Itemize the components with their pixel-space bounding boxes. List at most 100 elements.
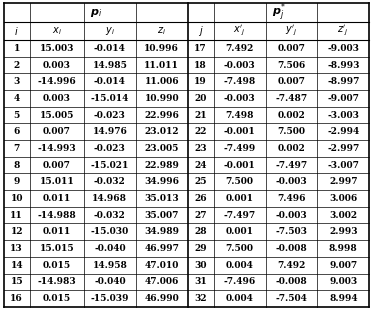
Text: 20: 20 bbox=[194, 94, 207, 103]
Text: 14.985: 14.985 bbox=[93, 60, 127, 69]
Text: 14.968: 14.968 bbox=[93, 194, 127, 203]
Text: -0.001: -0.001 bbox=[224, 161, 256, 170]
Text: -0.014: -0.014 bbox=[94, 77, 126, 86]
Text: 3.006: 3.006 bbox=[329, 194, 357, 203]
Text: -15.039: -15.039 bbox=[91, 294, 129, 303]
Text: 12: 12 bbox=[10, 227, 23, 236]
Text: -0.003: -0.003 bbox=[224, 60, 256, 69]
Text: 5: 5 bbox=[13, 111, 20, 120]
Text: -0.003: -0.003 bbox=[224, 94, 256, 103]
Text: 32: 32 bbox=[194, 294, 207, 303]
Text: -0.003: -0.003 bbox=[276, 211, 307, 220]
Text: 0.001: 0.001 bbox=[226, 194, 254, 203]
Text: 9.003: 9.003 bbox=[329, 277, 357, 286]
Text: -9.003: -9.003 bbox=[327, 44, 359, 53]
Text: 23.012: 23.012 bbox=[144, 127, 179, 136]
Text: -2.994: -2.994 bbox=[327, 127, 360, 136]
Text: 27: 27 bbox=[194, 211, 207, 220]
Text: 47.006: 47.006 bbox=[145, 277, 179, 286]
Text: 16: 16 bbox=[10, 294, 23, 303]
Text: 10: 10 bbox=[10, 194, 23, 203]
Text: 0.011: 0.011 bbox=[43, 227, 71, 236]
Text: 17: 17 bbox=[194, 44, 207, 53]
Text: 0.007: 0.007 bbox=[278, 77, 305, 86]
Text: 8: 8 bbox=[13, 161, 20, 170]
Text: -0.008: -0.008 bbox=[276, 277, 307, 286]
Text: 0.004: 0.004 bbox=[226, 261, 254, 270]
Text: 34.996: 34.996 bbox=[144, 177, 179, 186]
Text: 9.007: 9.007 bbox=[329, 261, 357, 270]
Text: 14: 14 bbox=[10, 261, 23, 270]
Text: -15.021: -15.021 bbox=[91, 161, 129, 170]
Text: 11.011: 11.011 bbox=[144, 60, 179, 69]
Text: -0.001: -0.001 bbox=[224, 127, 256, 136]
Text: -0.032: -0.032 bbox=[94, 177, 126, 186]
Text: 22.989: 22.989 bbox=[144, 161, 179, 170]
Text: -14.996: -14.996 bbox=[37, 77, 76, 86]
Text: 23: 23 bbox=[194, 144, 207, 153]
Text: 15.015: 15.015 bbox=[40, 244, 74, 253]
Text: 15: 15 bbox=[10, 277, 23, 286]
Text: -7.487: -7.487 bbox=[275, 94, 307, 103]
Text: 9: 9 bbox=[13, 177, 20, 186]
Text: -15.030: -15.030 bbox=[91, 227, 129, 236]
Text: 15.011: 15.011 bbox=[40, 177, 74, 186]
Text: -8.997: -8.997 bbox=[327, 77, 360, 86]
Text: 30: 30 bbox=[194, 261, 207, 270]
Text: $i$: $i$ bbox=[15, 25, 19, 37]
Text: -0.040: -0.040 bbox=[94, 244, 126, 253]
Text: -7.498: -7.498 bbox=[223, 77, 256, 86]
Text: 7.500: 7.500 bbox=[278, 127, 305, 136]
Text: -7.504: -7.504 bbox=[276, 294, 307, 303]
Text: -7.496: -7.496 bbox=[223, 277, 256, 286]
Text: 35.013: 35.013 bbox=[144, 194, 179, 203]
Text: 15.003: 15.003 bbox=[40, 44, 74, 53]
Text: 2.997: 2.997 bbox=[329, 177, 358, 186]
Text: -14.993: -14.993 bbox=[37, 144, 76, 153]
Text: 0.003: 0.003 bbox=[43, 60, 71, 69]
Text: 3: 3 bbox=[13, 77, 20, 86]
Text: -7.499: -7.499 bbox=[223, 144, 256, 153]
Text: 0.002: 0.002 bbox=[278, 111, 305, 120]
Text: 0.001: 0.001 bbox=[226, 227, 254, 236]
Text: 8.998: 8.998 bbox=[329, 244, 358, 253]
Text: 14.976: 14.976 bbox=[93, 127, 127, 136]
Text: $\boldsymbol{p}^{*}_{j}$: $\boldsymbol{p}^{*}_{j}$ bbox=[272, 2, 285, 24]
Text: -0.008: -0.008 bbox=[276, 244, 307, 253]
Text: 35.007: 35.007 bbox=[145, 211, 179, 220]
Text: 7.492: 7.492 bbox=[225, 44, 254, 53]
Text: 7.492: 7.492 bbox=[277, 261, 305, 270]
Text: 7.506: 7.506 bbox=[277, 60, 305, 69]
Text: 7.500: 7.500 bbox=[226, 244, 254, 253]
Text: 10.996: 10.996 bbox=[144, 44, 179, 53]
Text: 28: 28 bbox=[194, 227, 207, 236]
Text: $x'_j$: $x'_j$ bbox=[233, 24, 246, 38]
Text: 29: 29 bbox=[194, 244, 207, 253]
Text: 19: 19 bbox=[194, 77, 207, 86]
Text: 0.011: 0.011 bbox=[43, 194, 71, 203]
Text: $j$: $j$ bbox=[198, 24, 204, 38]
Text: -0.023: -0.023 bbox=[94, 144, 126, 153]
Text: 14.958: 14.958 bbox=[93, 261, 127, 270]
Text: -0.014: -0.014 bbox=[94, 44, 126, 53]
Text: 0.015: 0.015 bbox=[43, 294, 71, 303]
Text: 22.996: 22.996 bbox=[144, 111, 179, 120]
Text: 0.003: 0.003 bbox=[43, 94, 71, 103]
Text: -15.014: -15.014 bbox=[91, 94, 129, 103]
Text: 7.498: 7.498 bbox=[225, 111, 254, 120]
Text: 23.005: 23.005 bbox=[145, 144, 179, 153]
Text: -8.993: -8.993 bbox=[327, 60, 360, 69]
Text: 11: 11 bbox=[10, 211, 23, 220]
Text: 26: 26 bbox=[194, 194, 207, 203]
Text: 0.004: 0.004 bbox=[226, 294, 254, 303]
Text: -3.007: -3.007 bbox=[327, 161, 359, 170]
Text: 13: 13 bbox=[10, 244, 23, 253]
Text: 7.496: 7.496 bbox=[277, 194, 306, 203]
Text: 47.010: 47.010 bbox=[145, 261, 179, 270]
Text: 7.500: 7.500 bbox=[226, 177, 254, 186]
Text: 3.002: 3.002 bbox=[329, 211, 357, 220]
Text: -0.032: -0.032 bbox=[94, 211, 126, 220]
Text: 2.993: 2.993 bbox=[329, 227, 358, 236]
Text: 0.007: 0.007 bbox=[278, 44, 305, 53]
Text: -14.983: -14.983 bbox=[37, 277, 76, 286]
